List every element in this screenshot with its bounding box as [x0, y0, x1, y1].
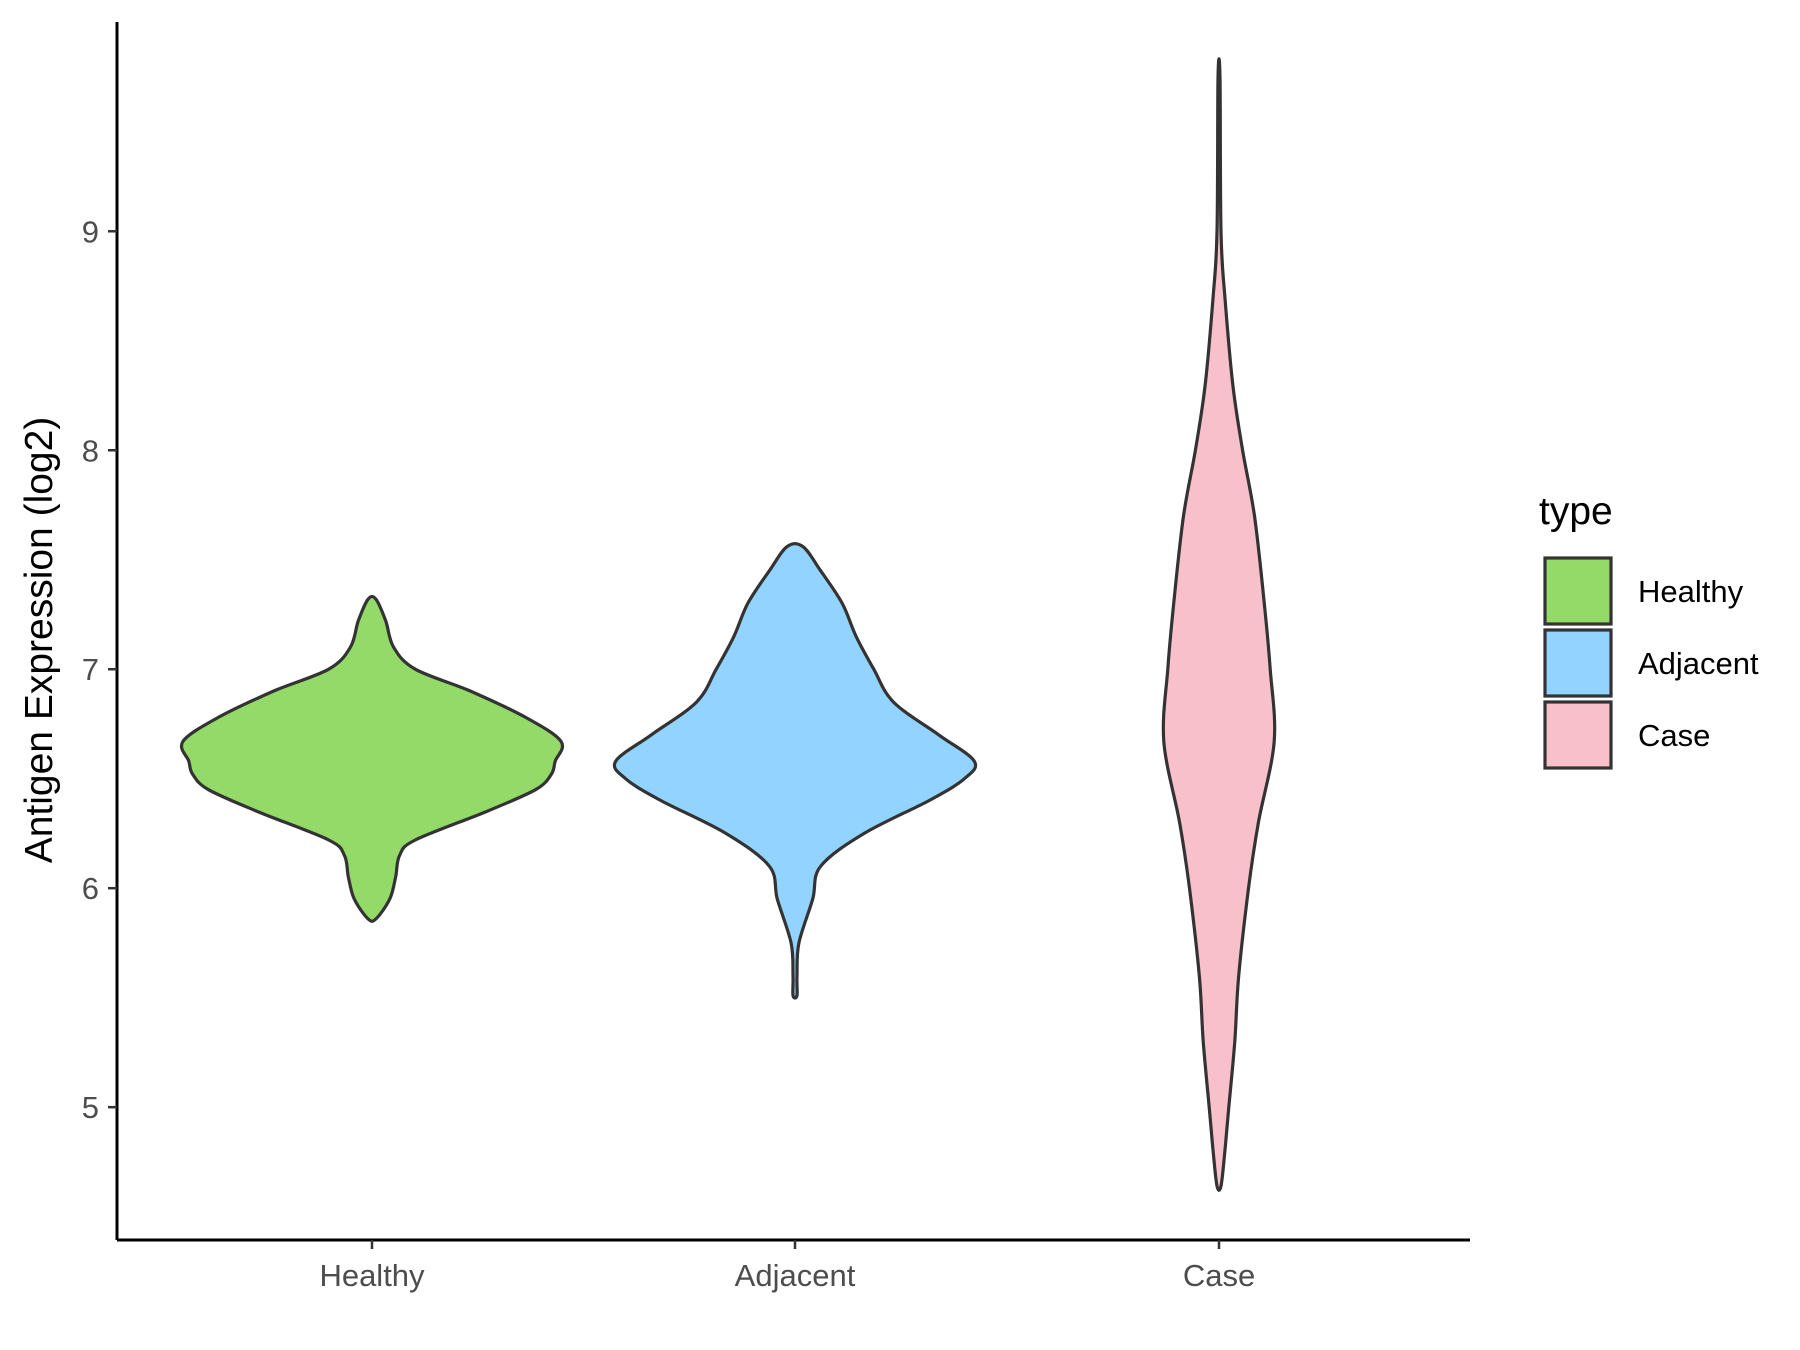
legend-title: type	[1539, 490, 1613, 533]
legend-label-case: Case	[1638, 718, 1710, 753]
y-axis: 5 6 7 8 9	[82, 22, 119, 1240]
legend-label-healthy: Healthy	[1638, 574, 1744, 609]
legend: type Healthy Adjacent Case	[1539, 490, 1759, 770]
y-tick-label: 7	[82, 652, 99, 687]
legend-items: Healthy Adjacent Case	[1543, 556, 1759, 770]
violins-layer	[179, 57, 1277, 1192]
legend-key-adjacent	[1543, 628, 1613, 698]
x-axis: Healthy Adjacent Case	[117, 1238, 1470, 1293]
x-tick-label: Healthy	[319, 1258, 425, 1293]
y-tick-label: 5	[82, 1090, 99, 1125]
violin-healthy	[179, 594, 565, 923]
y-tick-label: 6	[82, 871, 99, 906]
legend-label-adjacent: Adjacent	[1638, 646, 1759, 681]
x-tick-label: Case	[1183, 1258, 1255, 1293]
y-tick-label: 9	[82, 214, 99, 249]
violin-adjacent	[612, 542, 978, 1000]
y-axis-title: Antigen Expression (log2)	[18, 417, 61, 864]
legend-key-case	[1543, 700, 1613, 770]
y-tick-label: 8	[82, 433, 99, 468]
x-tick-label: Adjacent	[735, 1258, 856, 1293]
legend-key-healthy	[1543, 556, 1613, 626]
violin-case	[1161, 57, 1277, 1192]
